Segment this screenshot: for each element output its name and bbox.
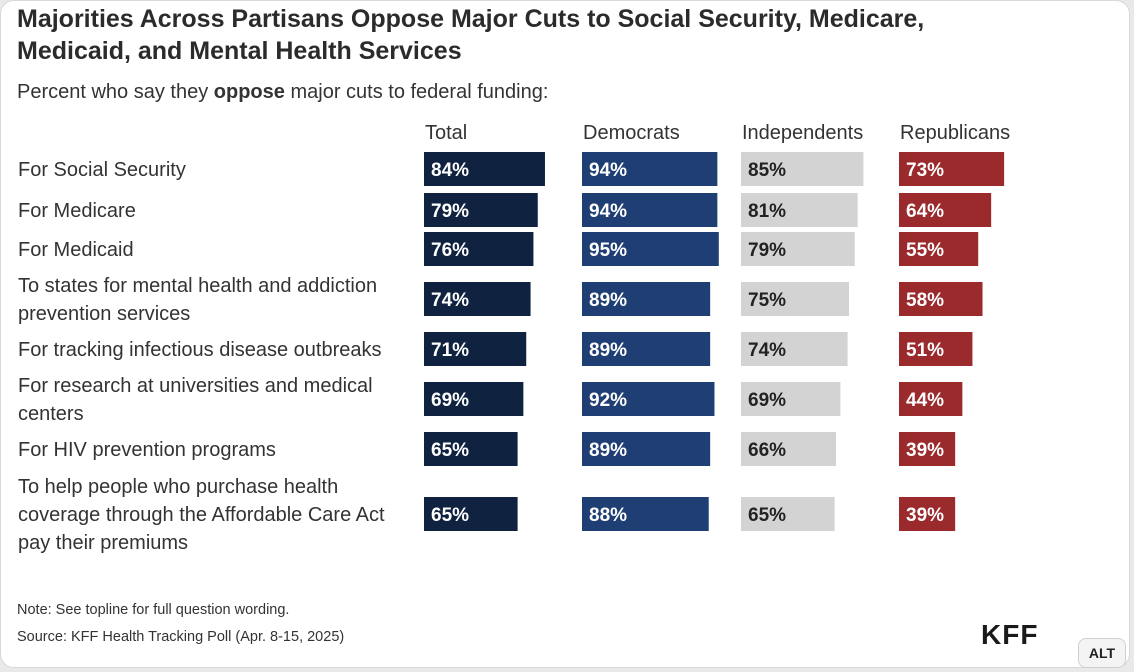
series-header-republicans: Republicans <box>900 122 1010 144</box>
data-label: 65% <box>431 440 469 461</box>
data-label: 89% <box>589 340 627 361</box>
category-label-line: centers <box>18 403 84 425</box>
data-label: 81% <box>748 201 786 222</box>
bar-republicans <box>899 152 1005 186</box>
data-label: 65% <box>431 505 469 526</box>
data-label: 79% <box>431 201 469 222</box>
chart-note: Note: See topline for full question word… <box>17 602 290 618</box>
data-label: 94% <box>589 201 627 222</box>
category-label: For Medicaid <box>18 239 134 261</box>
data-label: 64% <box>906 201 944 222</box>
data-label: 71% <box>431 340 469 361</box>
data-label: 94% <box>589 160 627 181</box>
bar-democrats <box>582 382 715 416</box>
category-label-line: coverage through the Affordable Care Act <box>18 504 385 526</box>
bar-democrats <box>582 332 711 366</box>
data-label: 76% <box>431 240 469 261</box>
category-label: To states for mental health and addictio… <box>18 275 377 325</box>
category-label-line: For Social Security <box>18 159 186 181</box>
data-label: 44% <box>906 390 944 411</box>
data-label: 73% <box>906 160 944 181</box>
bar-republicans <box>899 332 973 366</box>
bar-democrats <box>582 497 709 531</box>
chart-source: Source: KFF Health Tracking Poll (Apr. 8… <box>17 629 345 645</box>
data-label: 65% <box>748 505 786 526</box>
data-label: 95% <box>589 240 627 261</box>
category-label-line: To states for mental health and addictio… <box>18 275 377 297</box>
data-label: 69% <box>431 390 469 411</box>
bar-independents <box>741 282 849 316</box>
category-label-line: pay their premiums <box>18 532 188 554</box>
bar-republicans <box>899 382 963 416</box>
category-label: To help people who purchase health covera… <box>18 476 385 554</box>
data-label: 89% <box>589 290 627 311</box>
data-label: 69% <box>748 390 786 411</box>
category-label-line: For tracking infectious disease outbreak… <box>18 339 382 361</box>
data-label: 74% <box>431 290 469 311</box>
data-label: 84% <box>431 160 469 181</box>
bar-republicans <box>899 432 956 466</box>
data-label: 89% <box>589 440 627 461</box>
bar-total <box>424 152 545 186</box>
data-label: 55% <box>906 240 944 261</box>
data-label: 75% <box>748 290 786 311</box>
subtitle-text-end: major cuts to federal funding: <box>284 81 549 103</box>
subtitle-emphasis: oppose <box>213 81 285 103</box>
bar-democrats <box>582 232 719 266</box>
bar-independents <box>741 232 855 266</box>
bar-republicans <box>899 193 992 227</box>
bar-total <box>424 232 534 266</box>
category-label: For Social Security <box>18 159 186 181</box>
data-label: 51% <box>906 340 944 361</box>
bar-democrats <box>582 193 718 227</box>
data-label: 85% <box>748 160 786 181</box>
category-label-line: prevention services <box>18 303 190 325</box>
bar-independents <box>741 152 864 186</box>
subtitle-text: Percent who say they <box>17 81 214 103</box>
bar-total <box>424 432 518 466</box>
chart-subtitle: Percent who say they oppose major cuts t… <box>17 79 548 105</box>
bar-democrats <box>582 432 711 466</box>
bar-total <box>424 193 538 227</box>
category-label: For research at universities and medical… <box>18 375 373 425</box>
bar-republicans <box>899 282 983 316</box>
bar-republicans <box>899 232 979 266</box>
data-label: 66% <box>748 440 786 461</box>
category-label-line: For research at universities and medical <box>18 375 373 397</box>
bar-total <box>424 382 524 416</box>
bar-independents <box>741 382 841 416</box>
bar-democrats <box>582 282 711 316</box>
bar-independents <box>741 497 835 531</box>
bar-total <box>424 497 518 531</box>
series-header-democrats: Democrats <box>583 122 680 144</box>
category-label-line: For HIV prevention programs <box>18 439 276 461</box>
category-label-line: To help people who purchase health <box>18 476 338 498</box>
kff-logo: KFF <box>981 619 1039 650</box>
data-label: 58% <box>906 290 944 311</box>
data-label: 39% <box>906 440 944 461</box>
chart-title: Majorities Across Partisans Oppose Major… <box>17 5 925 65</box>
bar-independents <box>741 332 848 366</box>
series-header-total: Total <box>425 122 467 144</box>
bar-independents <box>741 193 858 227</box>
alt-text-button[interactable]: ALT <box>1078 638 1126 668</box>
bar-independents <box>741 432 837 466</box>
category-label: For HIV prevention programs <box>18 439 276 461</box>
series-header-independents: Independents <box>742 122 863 144</box>
bar-total <box>424 332 527 366</box>
bar-republicans <box>899 497 956 531</box>
bar-democrats <box>582 152 718 186</box>
category-label: For Medicare <box>18 200 136 222</box>
bar-total <box>424 282 531 316</box>
category-label-line: For Medicare <box>18 200 136 222</box>
data-label: 88% <box>589 505 627 526</box>
data-label: 79% <box>748 240 786 261</box>
data-label: 39% <box>906 505 944 526</box>
data-label: 74% <box>748 340 786 361</box>
category-label: For tracking infectious disease outbreak… <box>18 339 382 361</box>
data-label: 92% <box>589 390 627 411</box>
category-label-line: For Medicaid <box>18 239 134 261</box>
bar-chart: Total Democrats Independents Republicans For… <box>18 122 1010 554</box>
